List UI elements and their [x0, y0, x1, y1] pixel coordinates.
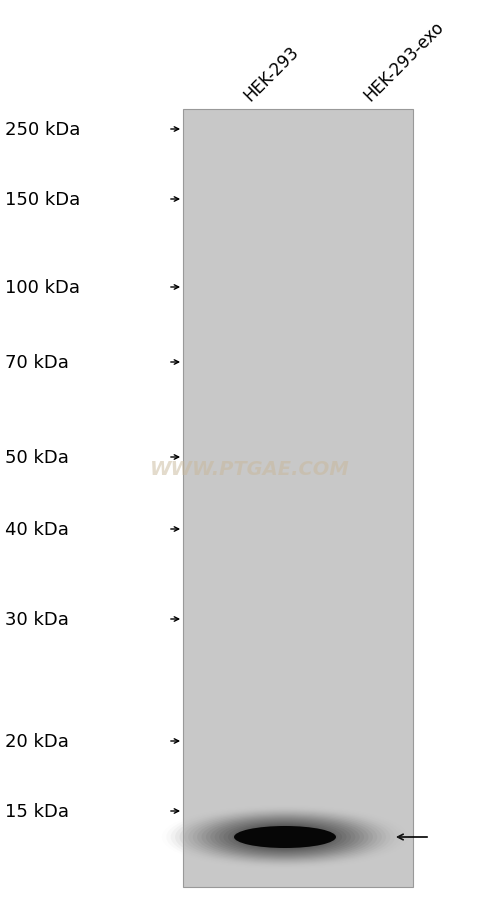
Text: 70 kDa: 70 kDa — [5, 354, 69, 372]
Ellipse shape — [224, 821, 346, 853]
Ellipse shape — [202, 815, 368, 859]
Ellipse shape — [246, 827, 324, 847]
Ellipse shape — [272, 833, 298, 841]
Text: HEK-293: HEK-293 — [240, 43, 302, 105]
Ellipse shape — [166, 806, 404, 868]
Ellipse shape — [258, 830, 312, 844]
Text: 50 kDa: 50 kDa — [5, 448, 69, 466]
Text: 250 kDa: 250 kDa — [5, 121, 80, 139]
Text: 15 kDa: 15 kDa — [5, 802, 69, 820]
Ellipse shape — [175, 809, 395, 866]
Text: HEK-293-exo: HEK-293-exo — [360, 18, 447, 105]
Ellipse shape — [206, 816, 364, 858]
Ellipse shape — [254, 829, 316, 845]
Text: 20 kDa: 20 kDa — [5, 732, 69, 750]
Ellipse shape — [234, 826, 336, 848]
Ellipse shape — [210, 818, 360, 856]
Text: 150 kDa: 150 kDa — [5, 191, 80, 208]
Ellipse shape — [236, 824, 334, 850]
Ellipse shape — [228, 823, 342, 851]
Bar — [182, 110, 412, 887]
Ellipse shape — [170, 807, 400, 867]
Ellipse shape — [184, 811, 386, 863]
Ellipse shape — [268, 833, 302, 842]
Ellipse shape — [263, 832, 307, 842]
Text: 100 kDa: 100 kDa — [5, 279, 80, 297]
Text: 30 kDa: 30 kDa — [5, 611, 69, 629]
Ellipse shape — [180, 810, 390, 864]
Ellipse shape — [188, 812, 382, 862]
Text: 40 kDa: 40 kDa — [5, 520, 69, 538]
Ellipse shape — [232, 824, 338, 851]
Ellipse shape — [197, 815, 373, 860]
Text: WWW.PTGAE.COM: WWW.PTGAE.COM — [150, 459, 350, 479]
Ellipse shape — [276, 834, 294, 840]
Ellipse shape — [192, 814, 378, 861]
Ellipse shape — [280, 836, 289, 838]
Ellipse shape — [214, 819, 356, 855]
Ellipse shape — [250, 828, 320, 846]
Ellipse shape — [241, 825, 329, 849]
Ellipse shape — [219, 820, 351, 854]
